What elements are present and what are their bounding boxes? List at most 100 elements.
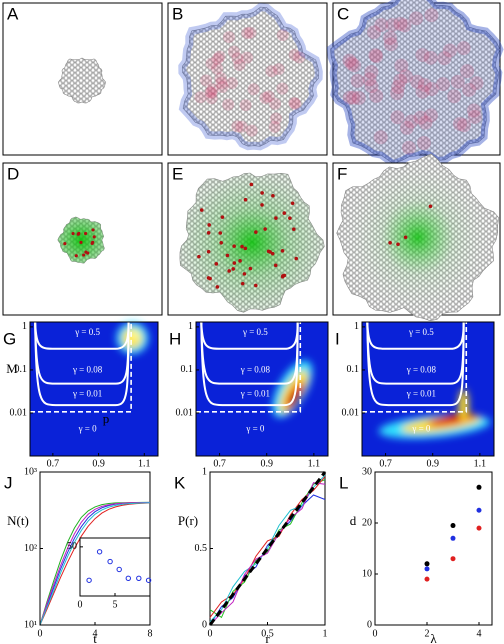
- cell-spot: [364, 65, 379, 80]
- x-tick-label: 2: [425, 628, 430, 639]
- cell-spot: [232, 261, 237, 265]
- cell-spot: [231, 120, 244, 133]
- cell-spot: [342, 53, 357, 68]
- cell-spot: [197, 254, 201, 259]
- x-tick-label: 0.5: [261, 628, 274, 639]
- y-tick-label: 30: [362, 466, 372, 477]
- cell-spot: [369, 88, 384, 103]
- cell-spot: [415, 48, 430, 63]
- cell-spot: [74, 254, 78, 258]
- density-blob: [129, 330, 140, 341]
- x-tick-label: 0.7: [379, 458, 392, 469]
- cell-spot: [347, 58, 362, 73]
- cell-spot: [393, 73, 408, 88]
- data-point: [476, 525, 482, 531]
- y-axis-label: M: [6, 361, 18, 376]
- cell-spot: [368, 48, 383, 63]
- data-line: [209, 482, 326, 626]
- data-point: [450, 523, 456, 529]
- x-tick-label: 0: [373, 628, 378, 639]
- cell-spot: [204, 85, 217, 98]
- cell-spot: [373, 130, 388, 145]
- cell-spot: [351, 91, 366, 106]
- y-tick-label: 10²: [24, 543, 37, 554]
- cell-spot: [91, 240, 95, 245]
- plot-frame: [374, 471, 493, 626]
- cell-spot: [393, 16, 408, 31]
- cell-colony: [330, 0, 501, 165]
- cell-spot: [400, 120, 415, 135]
- colony-tint: [179, 173, 325, 313]
- panel-letter: F: [337, 164, 347, 183]
- y-tick-label: 1: [188, 321, 193, 332]
- gamma-label: γ = 0.01: [72, 388, 102, 398]
- y-axis-label: P(r): [178, 513, 198, 528]
- cell-spot: [428, 204, 433, 209]
- cell-spot: [232, 244, 236, 248]
- cell-spot: [266, 249, 271, 254]
- cell-spot: [396, 242, 400, 247]
- cell-spot: [268, 120, 281, 133]
- cell-spot: [415, 84, 430, 99]
- cell-spot: [222, 98, 235, 111]
- inset-point: [86, 577, 92, 583]
- cell-spot: [208, 276, 212, 281]
- cell-spot: [436, 77, 451, 92]
- cell-spot: [403, 235, 408, 240]
- cell-spot: [77, 231, 81, 236]
- cell-spot: [418, 115, 433, 130]
- cell-spot: [374, 18, 389, 33]
- x-axis-label: t: [93, 631, 97, 644]
- cell-spot: [253, 283, 258, 288]
- cell-spot: [206, 249, 211, 254]
- cell-spot: [289, 97, 302, 110]
- cell-spot: [290, 201, 295, 206]
- cell-spot: [362, 72, 377, 87]
- cell-spot: [270, 251, 275, 256]
- inset-point: [107, 558, 113, 565]
- cell-spot: [394, 58, 409, 73]
- data-point: [424, 566, 430, 572]
- cell-spot: [262, 90, 275, 103]
- data-point: [424, 561, 430, 567]
- cell-spot: [91, 228, 95, 232]
- y-tick-label: 50: [67, 541, 77, 552]
- inset-point: [125, 575, 132, 582]
- y-tick-label: 0.1: [347, 364, 360, 375]
- cell-spot: [243, 197, 248, 202]
- y-tick-label: 1: [22, 321, 27, 332]
- cell-spot: [231, 52, 244, 65]
- gamma-zero-line: [362, 322, 468, 413]
- cell-spot: [276, 82, 289, 95]
- cell-spot: [243, 246, 248, 251]
- cell-spot: [211, 62, 224, 75]
- cell-spot: [218, 231, 223, 235]
- x-tick-label: 0: [38, 628, 43, 639]
- cell-spot: [423, 50, 438, 65]
- data-point: [450, 556, 456, 562]
- panel-letter: K: [174, 473, 186, 492]
- cell-spot: [388, 240, 392, 245]
- gamma-label: γ = 0.08: [406, 364, 437, 374]
- y-axis-label: d: [350, 513, 357, 528]
- x-tick-label: 0.9: [260, 458, 273, 469]
- cell-spot: [462, 82, 477, 97]
- cell-spot: [282, 211, 287, 215]
- cell-spot: [200, 74, 213, 87]
- x-tick-label: 0: [208, 628, 213, 639]
- cell-spot: [450, 74, 465, 89]
- data-line: [39, 502, 151, 626]
- cell-spot: [466, 103, 481, 118]
- cell-spot: [207, 223, 211, 227]
- cell-spot: [288, 48, 301, 61]
- cell-spot: [452, 116, 467, 131]
- cell-spot: [241, 51, 254, 64]
- cell-spot: [220, 215, 225, 219]
- y-axis-label: N(t): [7, 513, 29, 528]
- cell-spot: [238, 259, 242, 263]
- data-point: [424, 576, 430, 582]
- cell-spot: [92, 235, 96, 239]
- y-tick-label: 20: [362, 517, 372, 528]
- cell-spot: [206, 231, 211, 235]
